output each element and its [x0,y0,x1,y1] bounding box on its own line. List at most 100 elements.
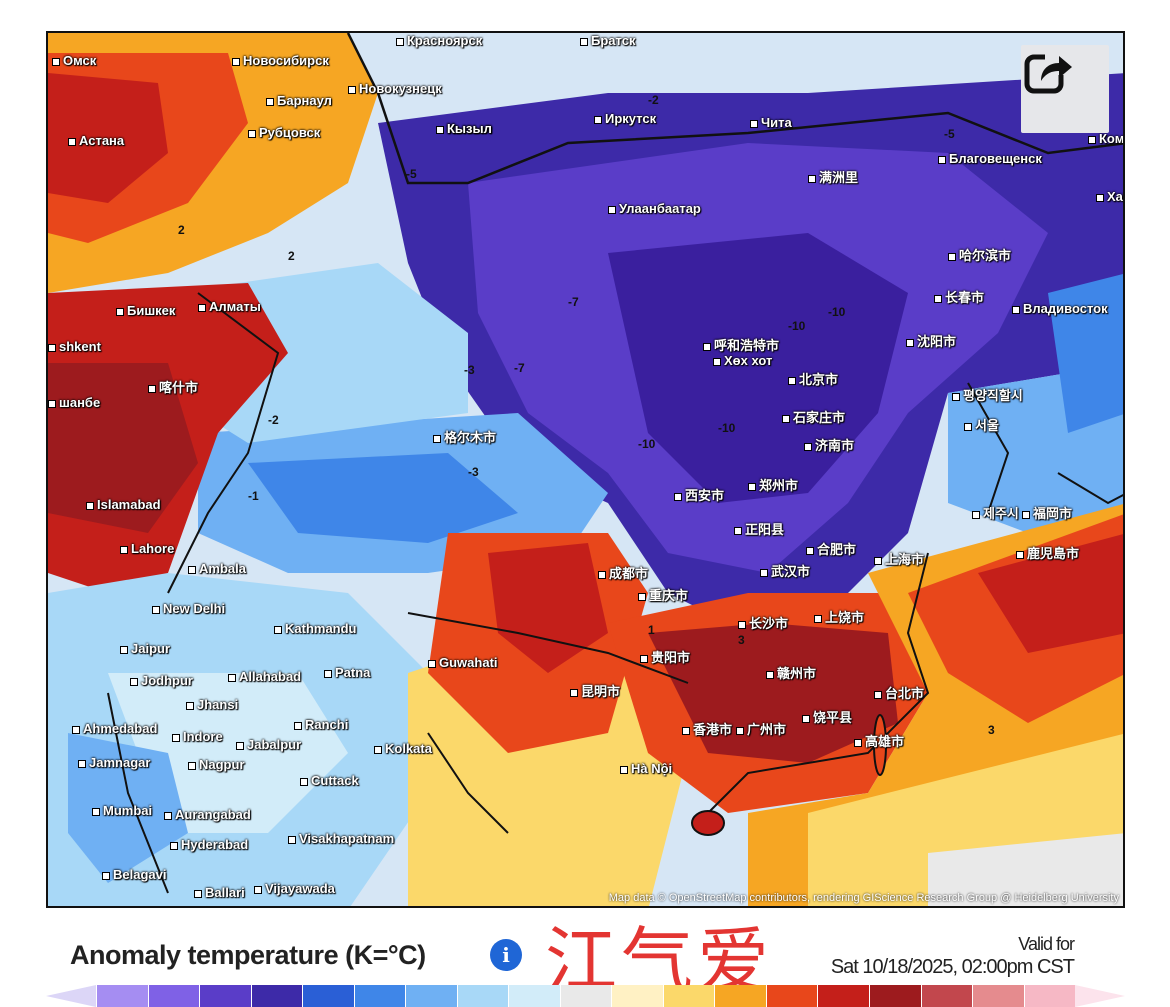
place-label: Ambala [188,561,246,576]
place-marker-icon [750,119,758,128]
place-label: Patna [324,665,370,680]
place-marker-icon [934,294,942,303]
place-name: 福岡市 [1033,506,1073,521]
place-name: Ranchi [305,717,349,732]
place-label: Jhansi [186,697,238,712]
place-label: Kathmandu [274,621,357,636]
place-label: shkent [48,339,101,354]
info-icon[interactable]: i [490,939,522,971]
scale-cap-right [1075,985,1125,1007]
place-name: shkent [59,339,101,354]
place-marker-icon [808,174,816,183]
place-name: Hà Nội [631,761,673,776]
place-label: Владивосток [1012,301,1108,316]
place-marker-icon [48,343,56,352]
place-marker-icon [274,625,282,634]
place-marker-icon [120,545,128,554]
place-name: Hyderabad [181,837,249,852]
place-label: 满洲里 [808,167,858,186]
place-label: New Delhi [152,601,225,616]
contour-value: -10 [828,305,846,319]
place-marker-icon [396,37,404,46]
contour-value: -10 [638,437,656,451]
place-label: 香港市 [682,719,732,738]
place-marker-icon [348,85,356,94]
place-label: 沈阳市 [906,331,956,350]
place-marker-icon [188,565,196,574]
place-marker-icon [580,37,588,46]
place-label: Новокузнецк [348,81,442,96]
contour-value: -10 [788,319,806,333]
contour-value: 3 [738,633,745,647]
place-name: 武汉市 [771,564,811,579]
place-marker-icon [52,57,60,66]
place-name: 哈尔滨市 [959,248,1012,263]
place-name: 鹿児島市 [1027,546,1080,561]
place-marker-icon [806,546,814,555]
place-label: Бишкек [116,303,175,318]
place-marker-icon [92,807,100,816]
contour-value: 2 [178,223,185,237]
place-label: 福岡市 [1022,503,1072,522]
place-name: Jodhpur [141,673,193,688]
place-label: 饶平县 [802,707,852,726]
place-marker-icon [1016,550,1024,559]
place-name: Иркутск [605,111,657,126]
place-marker-icon [68,137,76,146]
place-label: 成都市 [598,563,648,582]
place-name: 满洲里 [819,170,859,185]
place-name: Ambala [199,561,246,576]
legend-title: Anomaly temperature (K=°C) [70,940,426,970]
place-marker-icon [78,759,86,768]
place-marker-icon [938,155,946,164]
scale-swatch [972,985,1024,1007]
place-marker-icon [152,605,160,614]
place-marker-icon [788,376,796,385]
place-marker-icon [433,434,441,443]
place-name: 高雄市 [865,734,905,749]
place-name: New Delhi [163,601,226,616]
place-label: 重庆市 [638,585,688,604]
place-label: Visakhapatnam [288,831,394,846]
place-marker-icon [172,733,180,742]
place-name: 喀什市 [159,380,199,395]
place-marker-icon [608,205,616,214]
place-marker-icon [638,592,646,601]
place-name: 上饶市 [825,610,865,625]
place-label: 广州市 [736,719,786,738]
place-label: Jodhpur [130,673,193,688]
place-label: шанбе [48,395,100,410]
place-label: 武汉市 [760,561,810,580]
place-marker-icon [964,422,972,431]
place-name: 贵阳市 [651,650,691,665]
place-marker-icon [130,677,138,686]
place-name: Ahmedabad [83,721,158,736]
place-name: Комс [1099,131,1125,146]
scale-swatch [714,985,766,1007]
place-name: Kathmandu [285,621,357,636]
place-name: Кызыл [447,121,492,136]
place-marker-icon [748,482,756,491]
place-marker-icon [570,688,578,697]
share-button[interactable] [1021,45,1109,133]
place-name: 成都市 [609,566,649,581]
place-label: Hà Nội [620,761,672,776]
place-marker-icon [436,125,444,134]
place-label: Kolkata [374,741,432,756]
color-scale [46,985,1125,1007]
place-label: Cuttack [300,773,359,788]
place-label: Nagpur [188,757,245,772]
place-label: Indore [172,729,223,744]
place-label: Jamnagar [78,755,150,770]
place-label: Hyderabad [170,837,248,852]
place-label: Jabalpur [236,737,301,752]
place-label: 石家庄市 [782,407,845,426]
place-name: Visakhapatnam [299,831,395,846]
place-name: Новосибирск [243,53,329,68]
place-label: Барнаул [266,93,332,108]
place-name: Кызыл [447,121,492,136]
scale-swatch [920,985,973,1007]
anomaly-temperature-map[interactable]: Омск Новосибирск Красноярск Братск Новокузне… [46,31,1125,908]
place-label: 哈尔滨市 [948,245,1011,264]
place-label: Чита [750,115,792,130]
